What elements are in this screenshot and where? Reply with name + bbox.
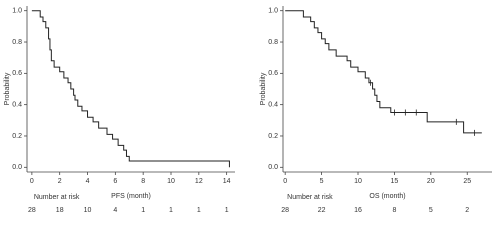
risk-count: 1 — [169, 207, 173, 214]
x-tick-label: 12 — [195, 178, 203, 185]
risk-count: 8 — [392, 207, 396, 214]
y-tick-label: 0.0 — [12, 164, 22, 171]
y-tick-label: 0.2 — [268, 133, 278, 140]
x-tick-label: 6 — [113, 178, 117, 185]
survival-curve — [285, 10, 482, 134]
risk-count: 1 — [225, 207, 229, 214]
risk-count: 2 — [465, 207, 469, 214]
x-tick-label: 10 — [167, 178, 175, 185]
x-tick-label: 14 — [223, 178, 231, 185]
y-tick-label: 0.6 — [268, 70, 278, 77]
x-tick-label: 2 — [58, 178, 62, 185]
figure: 0.00.20.40.60.81.00 2 4 6 8 10 12 14Probability… — [4, 6, 492, 214]
x-tick-label: 10 — [354, 178, 362, 185]
y-axis-label: Probability — [260, 72, 267, 105]
x-tick-label: 0 — [283, 178, 287, 185]
x-tick-label: 20 — [427, 178, 435, 185]
risk-count: 1 — [141, 207, 145, 214]
y-tick-label: 0.6 — [12, 70, 22, 77]
x-tick-label: 15 — [391, 178, 399, 185]
y-tick-label: 0.8 — [268, 39, 278, 46]
risk-count: 28 — [281, 207, 289, 214]
y-tick-label: 0.2 — [12, 133, 22, 140]
risk-count: 5 — [429, 207, 433, 214]
x-tick-label: 8 — [141, 178, 145, 185]
survival-curve — [31, 10, 230, 168]
y-tick-label: 1.0 — [268, 8, 278, 15]
x-tick-label: 4 — [86, 178, 90, 185]
risk-count: 22 — [318, 207, 326, 214]
y-tick-label: 0.4 — [268, 102, 278, 109]
x-tick-label: 0 — [30, 178, 34, 185]
y-tick-label: 0.8 — [12, 39, 22, 46]
risk-count: 4 — [113, 207, 117, 214]
x-axis-label: OS (month) — [369, 193, 405, 200]
risk-count: 10 — [84, 207, 92, 214]
y-axis-label: Probability — [4, 72, 11, 105]
x-tick-label: 25 — [463, 178, 471, 185]
risk-count: 1 — [197, 207, 201, 214]
x-axis-label: PFS (month) — [111, 193, 151, 200]
risk-title: Number at risk — [287, 194, 333, 201]
y-tick-label: 0.0 — [268, 164, 278, 171]
risk-count: 18 — [56, 207, 64, 214]
x-tick-label: 5 — [320, 178, 324, 185]
y-tick-label: 1.0 — [12, 8, 22, 15]
y-tick-label: 0.4 — [12, 102, 22, 109]
risk-count: 16 — [354, 207, 362, 214]
risk-count: 28 — [28, 207, 36, 214]
risk-title: Number at risk — [34, 194, 80, 201]
